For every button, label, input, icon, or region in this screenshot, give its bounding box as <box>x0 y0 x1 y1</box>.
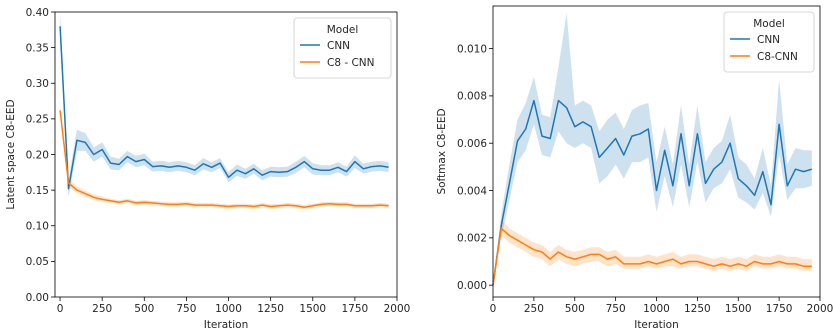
x-tick-label: 750 <box>606 303 626 315</box>
y-tick-label: 0.35 <box>26 42 49 54</box>
confidence-band-0 <box>493 13 812 286</box>
series-line-0 <box>492 99 813 286</box>
legend-label-0: CNN <box>757 34 780 46</box>
x-tick-label: 0 <box>57 303 64 315</box>
legend: Model CNN C8 - CNN <box>293 17 392 79</box>
x-tick-label: 1000 <box>215 303 242 315</box>
series-line-1 <box>59 110 389 208</box>
confidence-band-1 <box>493 218 812 286</box>
x-tick-label: 500 <box>565 303 585 315</box>
legend-title: Model <box>753 18 785 30</box>
latent-space-chart: 0 250 500 750 1000 1250 1500 1750 2000 0.00 0.05 0.… <box>5 7 410 329</box>
x-tick-label: 1750 <box>342 303 369 315</box>
softmax-chart: 0 250 500 750 1000 1250 1500 1750 2000 0.000 0.002… <box>436 5 834 329</box>
y-tick-label: 0.25 <box>26 114 49 126</box>
x-axis-label: Iteration <box>204 319 249 329</box>
x-tick-label: 1500 <box>299 303 326 315</box>
legend-label-0: CNN <box>327 40 350 52</box>
x-tick-label: 0 <box>490 303 497 315</box>
y-tick-label: 0.006 <box>457 138 487 150</box>
x-tick-label: 1500 <box>725 303 752 315</box>
y-tick-label: 0.002 <box>457 233 487 245</box>
legend-box <box>723 11 815 73</box>
x-tick-label: 250 <box>524 303 544 315</box>
legend-label-1: C8 - CNN <box>327 57 375 69</box>
x-tick-label: 1750 <box>766 303 793 315</box>
x-tick-label: 1250 <box>684 303 711 315</box>
x-tick-label: 750 <box>176 303 196 315</box>
y-tick-label: 0.010 <box>457 43 487 55</box>
legend-label-1: C8-CNN <box>757 51 798 63</box>
legend-title: Model <box>327 24 359 36</box>
legend-box <box>293 17 392 79</box>
y-tick-label: 0.000 <box>457 280 487 292</box>
y-axis-label: Latent space C8-EED <box>5 99 17 209</box>
y-tick-label: 0.10 <box>26 221 49 233</box>
confidence-band-1 <box>60 104 389 210</box>
x-tick-label: 250 <box>92 303 112 315</box>
x-tick-label: 1000 <box>643 303 670 315</box>
y-tick-label: 0.00 <box>26 292 49 304</box>
x-tick-label: 500 <box>134 303 154 315</box>
x-tick-label: 2000 <box>807 303 834 315</box>
x-tick-label: 1250 <box>257 303 284 315</box>
y-tick-label: 0.008 <box>457 91 487 103</box>
series-line-0 <box>59 26 389 190</box>
y-tick-label: 0.40 <box>26 7 49 19</box>
y-tick-label: 0.15 <box>26 185 49 197</box>
y-tick-label: 0.20 <box>26 149 49 161</box>
y-tick-label: 0.004 <box>457 185 487 197</box>
y-tick-label: 0.30 <box>26 78 49 90</box>
x-axis-label: Iteration <box>634 319 679 329</box>
series-line-1 <box>492 227 812 286</box>
legend: Model CNN C8-CNN <box>723 11 815 73</box>
x-tick-label: 2000 <box>384 303 411 315</box>
y-axis-label: Softmax C8-EED <box>436 108 448 194</box>
y-tick-label: 0.05 <box>26 256 49 268</box>
